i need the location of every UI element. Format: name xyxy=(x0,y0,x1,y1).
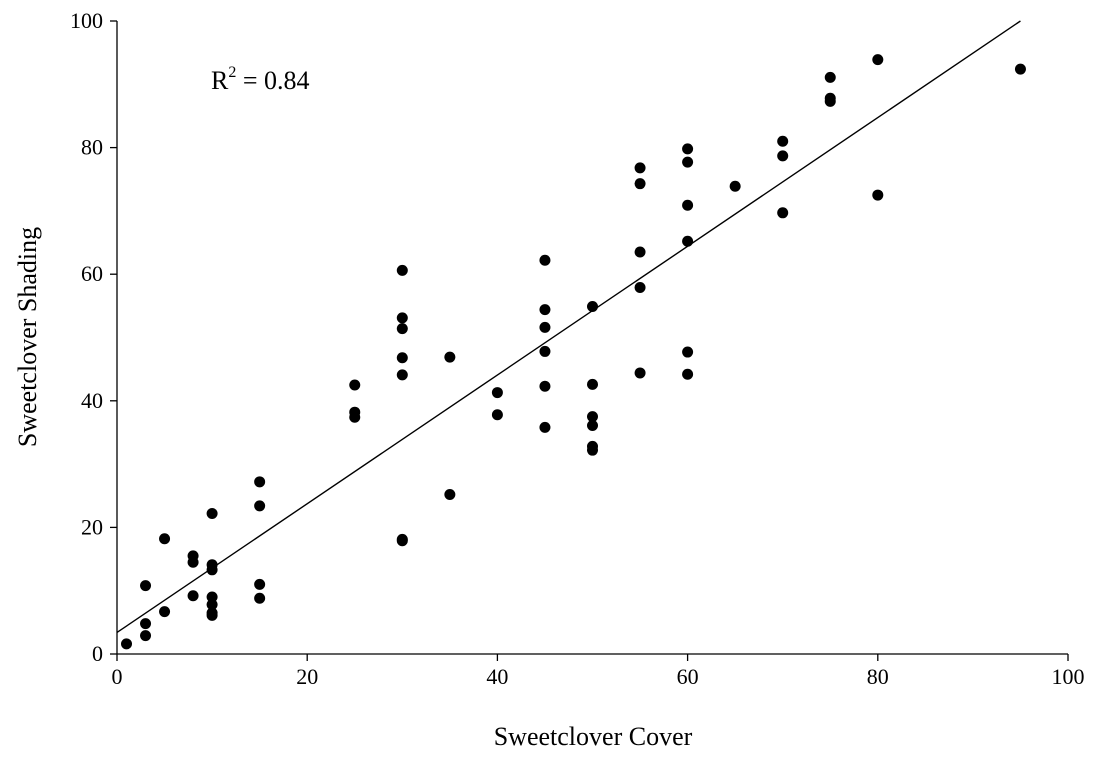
data-point xyxy=(444,351,456,363)
data-point xyxy=(491,409,503,421)
data-point xyxy=(121,638,133,650)
data-point xyxy=(206,591,218,603)
data-point xyxy=(634,178,646,190)
data-point xyxy=(206,507,218,519)
x-tick-label: 80 xyxy=(867,664,889,689)
y-axis-title: Sweetclover Shading xyxy=(13,227,42,447)
data-point xyxy=(396,352,408,364)
data-points xyxy=(121,54,1026,650)
data-point xyxy=(396,369,408,381)
data-point xyxy=(539,304,551,316)
data-point xyxy=(682,235,694,247)
data-point xyxy=(140,618,152,630)
r-squared-annotation: R2 = 0.84 xyxy=(211,64,310,95)
trendline-group xyxy=(116,20,1021,634)
y-tick-label: 0 xyxy=(92,641,103,666)
data-point xyxy=(539,421,551,433)
y-tick-label: 100 xyxy=(70,8,103,33)
x-tick-label: 20 xyxy=(296,664,318,689)
data-point xyxy=(444,488,456,500)
data-point xyxy=(539,254,551,266)
x-tick-label: 40 xyxy=(486,664,508,689)
data-point xyxy=(634,162,646,174)
y-tick-label: 20 xyxy=(81,514,103,539)
data-point xyxy=(140,580,152,592)
data-point xyxy=(1014,63,1026,75)
y-tick-label: 40 xyxy=(81,388,103,413)
x-tick-label: 60 xyxy=(677,664,699,689)
r-squared-superscript: 2 xyxy=(228,64,236,81)
data-point xyxy=(587,300,598,312)
data-point xyxy=(682,346,694,358)
data-point xyxy=(824,71,836,83)
r-squared-value: = 0.84 xyxy=(236,66,309,95)
data-point xyxy=(159,606,171,618)
data-point xyxy=(777,207,789,219)
data-point xyxy=(396,323,408,335)
y-tick-label: 80 xyxy=(81,135,103,160)
data-point xyxy=(682,143,694,155)
data-point xyxy=(539,321,551,333)
data-point xyxy=(634,281,646,293)
axes xyxy=(116,21,1068,655)
data-point xyxy=(206,564,218,576)
data-point xyxy=(587,419,598,431)
data-point xyxy=(254,500,266,512)
data-point xyxy=(349,379,361,391)
data-point xyxy=(187,590,199,602)
data-point xyxy=(396,264,408,276)
data-point xyxy=(587,411,598,423)
tick-labels: 0 20 40 60 80 100 0 20 40 60 80 100 xyxy=(70,8,1085,689)
r-squared-base: R xyxy=(211,66,229,95)
data-point xyxy=(491,387,503,399)
data-point xyxy=(187,556,199,568)
data-point xyxy=(254,476,266,488)
data-point xyxy=(634,367,646,379)
data-point xyxy=(140,630,152,642)
data-point xyxy=(539,345,551,357)
data-point xyxy=(206,609,218,621)
data-point xyxy=(777,135,789,147)
data-point xyxy=(872,54,884,66)
x-tick-label: 100 xyxy=(1052,664,1085,689)
data-point xyxy=(682,156,694,168)
data-point xyxy=(682,368,694,380)
regression-line xyxy=(116,20,1021,634)
data-point xyxy=(682,199,694,211)
data-point xyxy=(539,380,551,392)
data-point xyxy=(396,535,408,547)
data-point xyxy=(254,578,266,590)
data-point xyxy=(159,533,171,545)
x-tick-label: 0 xyxy=(112,664,123,689)
tick-marks xyxy=(110,20,1069,661)
data-point xyxy=(777,150,789,162)
data-point xyxy=(729,180,741,192)
data-point xyxy=(206,599,218,611)
data-point xyxy=(634,246,646,258)
data-point xyxy=(587,378,598,390)
y-tick-label: 60 xyxy=(81,261,103,286)
data-point xyxy=(254,592,266,604)
data-point xyxy=(349,411,361,423)
data-point xyxy=(587,444,598,456)
data-point xyxy=(824,95,836,107)
data-point xyxy=(872,189,884,201)
data-point xyxy=(396,312,408,324)
x-axis-title: Sweetclover Cover xyxy=(494,722,693,751)
